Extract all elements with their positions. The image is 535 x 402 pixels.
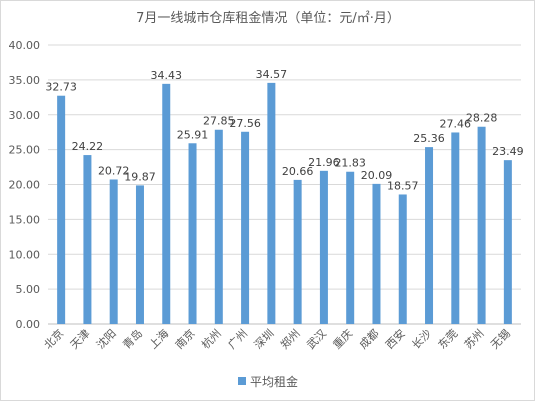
data-label: 24.22 [72, 140, 104, 153]
bar [267, 82, 276, 324]
data-label: 25.36 [413, 132, 445, 145]
data-label: 21.96 [308, 156, 340, 169]
data-label: 20.66 [282, 165, 314, 178]
data-label: 28.28 [466, 112, 498, 125]
bar [451, 132, 460, 324]
y-tick-label: 10.00 [9, 248, 41, 261]
bar [162, 83, 171, 324]
bars [57, 82, 512, 324]
bar [188, 143, 197, 324]
x-tick-label: 上海 [146, 326, 171, 351]
bar [293, 179, 302, 324]
bar [214, 129, 223, 324]
x-tick-label: 沈阳 [93, 326, 118, 351]
data-label: 32.73 [45, 81, 77, 94]
bar [503, 160, 512, 324]
data-label: 18.57 [387, 179, 419, 192]
data-label: 34.43 [151, 69, 183, 82]
y-axis-ticks: 0.00 5.00 10.00 15.00 20.00 25.00 30.00 35.00 40… [9, 39, 41, 331]
x-tick-label: 东莞 [436, 327, 461, 352]
y-tick-label: 35.00 [9, 74, 41, 87]
legend-label: 平均租金 [250, 374, 298, 389]
y-tick-label: 20.00 [9, 179, 41, 192]
x-tick-label: 武汉 [304, 327, 329, 352]
x-tick-label: 南京 [172, 326, 197, 351]
x-tick-label: 天津 [68, 327, 93, 352]
x-tick-label: 郑州 [277, 326, 302, 351]
y-tick-label: 15.00 [9, 213, 41, 226]
data-label: 23.49 [492, 145, 524, 158]
bar [372, 183, 381, 324]
y-tick-label: 30.00 [9, 109, 41, 122]
bar [83, 155, 92, 324]
x-tick-label: 重庆 [330, 326, 355, 351]
data-label: 20.09 [361, 169, 393, 182]
x-axis-ticks: 北京 天津 沈阳 青岛 上海 南京 杭州 广州 深圳 郑州 武汉 重庆 成都 西安 长沙 东莞 苏州 无锡 [41, 326, 513, 351]
bar [346, 171, 355, 324]
gridlines [48, 44, 521, 325]
bar [319, 170, 328, 324]
data-label: 27.56 [229, 117, 261, 130]
bar [241, 131, 250, 324]
bar [135, 185, 144, 324]
x-tick-label: 长沙 [409, 327, 434, 352]
x-tick-label: 西安 [382, 326, 407, 351]
legend: 平均租金 [238, 374, 298, 389]
data-label: 34.57 [256, 68, 288, 81]
x-tick-label: 杭州 [198, 326, 223, 351]
data-label: 19.87 [124, 170, 156, 183]
data-label: 27.85 [203, 115, 235, 128]
x-tick-label: 北京 [41, 326, 66, 351]
y-tick-label: 0.00 [16, 318, 41, 331]
data-label: 20.72 [98, 164, 130, 177]
data-label: 25.91 [177, 128, 209, 141]
x-tick-label: 无锡 [488, 326, 513, 351]
x-tick-label: 广州 [225, 327, 250, 352]
y-tick-label: 5.00 [16, 283, 41, 296]
y-tick-label: 40.00 [9, 39, 41, 52]
x-tick-label: 深圳 [252, 327, 277, 352]
chart-title: 7月一线城市仓库租金情况（单位：元/㎡·月） [136, 10, 400, 26]
bar [398, 194, 407, 324]
data-label: 27.46 [440, 117, 472, 130]
bar [57, 95, 66, 324]
y-tick-label: 25.00 [9, 144, 41, 157]
bar [425, 147, 434, 324]
data-label: 21.83 [334, 157, 366, 170]
x-tick-label: 成都 [357, 327, 382, 352]
x-tick-label: 青岛 [120, 326, 145, 351]
x-tick-label: 苏州 [462, 327, 487, 352]
bar [477, 126, 486, 324]
bar [109, 179, 118, 324]
legend-swatch [238, 377, 246, 385]
